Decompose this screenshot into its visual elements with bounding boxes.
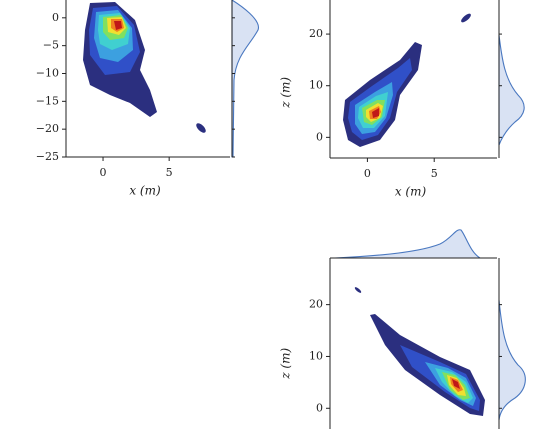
y-tick-label: −25 <box>36 150 59 163</box>
x-tick-label: 0 <box>100 166 107 179</box>
y-tick-label: 0 <box>52 11 59 24</box>
y-tick-label: −10 <box>36 66 59 79</box>
y-tick-label: 0 <box>316 130 323 143</box>
y-tick-label: −5 <box>43 39 59 52</box>
y-tick-label: 20 <box>309 27 323 40</box>
y-tick-label: −20 <box>36 122 59 135</box>
y-axis-label: z (m) <box>279 77 293 109</box>
y-tick-label: 10 <box>309 349 323 362</box>
y-tick-label: 10 <box>309 79 323 92</box>
density-contours <box>343 13 525 147</box>
x-axis-label: x (m) <box>395 185 427 199</box>
y-axis-label: z (m) <box>279 348 293 380</box>
x-tick-label: 0 <box>364 167 371 180</box>
density-contours <box>330 229 526 421</box>
y-tick-label: −15 <box>36 94 59 107</box>
density-contours <box>83 0 259 158</box>
y-tick-label: 0 <box>316 401 323 414</box>
x-tick-label: 5 <box>166 166 173 179</box>
y-tick-label: 20 <box>309 298 323 311</box>
x-axis-label: x (m) <box>129 184 161 198</box>
x-tick-label: 5 <box>431 167 438 180</box>
